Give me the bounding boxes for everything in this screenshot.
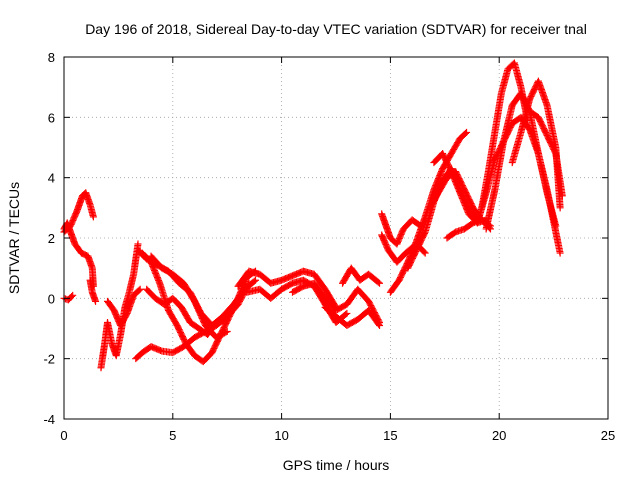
chart-title: Day 196 of 2018, Sidereal Day-to-day VTE… [85, 21, 587, 37]
y-tick-label: -2 [43, 352, 55, 367]
x-axis-label: GPS time / hours [283, 457, 390, 473]
data-point-marker [92, 297, 100, 305]
x-tick-label: 15 [383, 428, 397, 443]
data-point-marker [556, 249, 564, 257]
data-series-track-5 [97, 240, 142, 372]
data-point-marker [135, 286, 143, 294]
y-tick-label: 4 [48, 171, 55, 186]
x-tick-label: 10 [274, 428, 288, 443]
data-series-track-6 [104, 285, 144, 329]
x-tick-label: 25 [601, 428, 615, 443]
axis-ticks: 0 5 10 15 20 25 -4 -2 0 2 4 6 8 [43, 50, 615, 443]
data-point-marker [223, 328, 231, 336]
x-tick-label: 20 [492, 428, 506, 443]
data-point-marker [375, 320, 383, 328]
data-point-marker [212, 318, 220, 326]
data-points [60, 59, 566, 372]
data-series-track-9 [138, 249, 259, 366]
data-series-track-4 [86, 276, 100, 305]
data-series-track-2 [60, 219, 97, 290]
data-point-marker [343, 309, 351, 317]
data-series-track-3 [60, 291, 77, 304]
data-point-marker [68, 292, 76, 300]
y-tick-label: 6 [48, 110, 55, 125]
data-series-track-15 [339, 264, 384, 287]
data-point-marker [134, 240, 142, 248]
data-point-marker [558, 192, 566, 200]
x-tick-label: 5 [169, 428, 176, 443]
y-tick-label: 0 [48, 291, 55, 306]
data-point-marker [222, 328, 230, 336]
data-series-track-26 [473, 113, 564, 257]
data-point-marker [551, 148, 559, 156]
data-point-marker [69, 291, 77, 299]
data-point-marker [251, 276, 259, 284]
data-point-marker [342, 310, 350, 318]
data-series-track-22 [430, 150, 490, 227]
y-tick-label: 8 [48, 50, 55, 65]
x-tick-label: 0 [60, 428, 67, 443]
data-series-track-16 [321, 303, 384, 329]
data-point-marker [556, 204, 564, 212]
data-point-marker [420, 248, 428, 256]
data-point-marker [136, 285, 144, 293]
data-point-marker [374, 278, 382, 286]
data-point-marker [250, 277, 258, 285]
data-series-track-28 [526, 107, 566, 200]
data-point-marker [421, 249, 429, 257]
data-point-marker [211, 320, 219, 328]
data-point-marker [376, 279, 384, 287]
data-series-track-17 [378, 210, 425, 248]
data-point-marker [89, 213, 97, 221]
y-axis-label: SDTVAR / TECUs [6, 182, 22, 294]
y-tick-label: 2 [48, 231, 55, 246]
data-series-track-11 [147, 252, 231, 342]
data-point-marker [376, 321, 384, 329]
data-point-marker [461, 129, 469, 137]
data-point-marker [463, 128, 471, 136]
y-tick-label: -4 [43, 412, 55, 427]
